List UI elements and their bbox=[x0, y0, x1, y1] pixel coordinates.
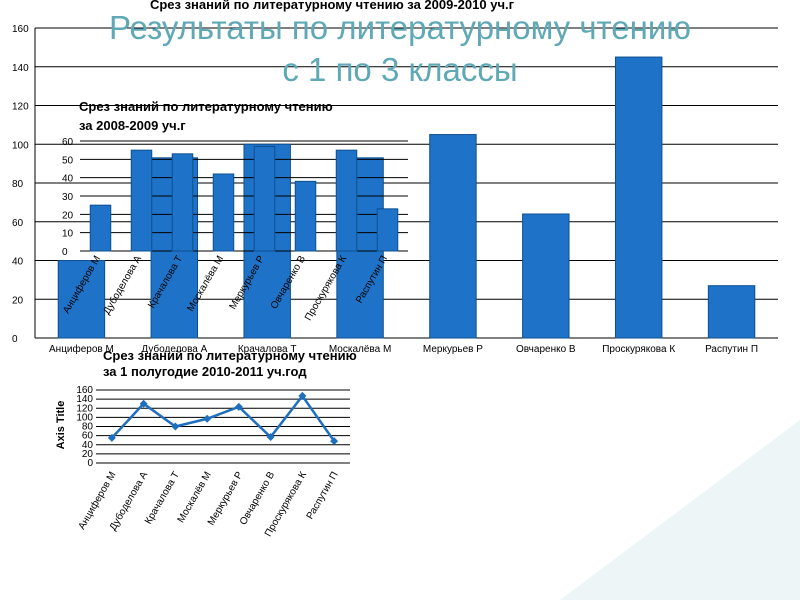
inset-bar bbox=[253, 146, 276, 252]
inset-bar bbox=[376, 208, 399, 252]
inset-chart-title-line2: за 2008-2009 уч.г bbox=[79, 118, 186, 133]
main-y-tick-label: 160 bbox=[12, 24, 29, 35]
line-point bbox=[234, 402, 243, 411]
main-y-tick-label: 120 bbox=[12, 102, 29, 113]
line-x-tick-label: Распутин П bbox=[305, 470, 341, 521]
main-x-tick-label: Анциферов М bbox=[49, 343, 114, 355]
inset-y-tick-label: 50 bbox=[62, 155, 74, 166]
line-y-tick-label: 60 bbox=[82, 431, 94, 442]
main-x-tick-label: Проскурякова К bbox=[602, 344, 675, 355]
line-y-tick-label: 160 bbox=[76, 385, 93, 396]
inset-chart-bars bbox=[89, 146, 399, 252]
main-x-tick-label: Распутин П bbox=[705, 344, 758, 355]
slide-title-line1: Результаты по литературному чтению bbox=[108, 9, 692, 46]
inset-bar bbox=[171, 153, 194, 252]
line-chart-y-axis-title: Axis Title bbox=[55, 401, 67, 450]
main-x-tick-label: Дубоделова А bbox=[141, 343, 207, 355]
line-point bbox=[171, 422, 180, 431]
line-y-tick-label: 80 bbox=[82, 422, 94, 433]
line-chart-series bbox=[107, 391, 339, 446]
inset-y-tick-label: 30 bbox=[62, 192, 74, 203]
main-bar bbox=[57, 260, 106, 339]
main-y-tick-label: 80 bbox=[12, 179, 24, 190]
line-y-tick-label: 20 bbox=[82, 449, 94, 460]
line-point bbox=[107, 433, 116, 442]
inset-y-tick-label: 40 bbox=[62, 174, 74, 185]
main-bar bbox=[429, 134, 477, 339]
main-x-tick-label: Москалёва М bbox=[329, 344, 391, 355]
background-decoration bbox=[560, 420, 800, 600]
line-point bbox=[266, 432, 275, 441]
main-x-tick-label: Меркурьев Р bbox=[423, 344, 483, 355]
inset-y-tick-label: 0 bbox=[62, 247, 68, 258]
inset-bar bbox=[130, 149, 153, 252]
line-y-tick-label: 140 bbox=[76, 394, 93, 405]
main-bar bbox=[707, 285, 756, 339]
main-chart-title: Срез знаний по литературному чтению за 2… bbox=[150, 0, 515, 12]
inset-chart-y-axis: 0 10 20 30 40 50 60 bbox=[62, 137, 74, 258]
main-bar bbox=[522, 213, 570, 339]
inset-bar bbox=[294, 180, 317, 252]
main-y-tick-label: 40 bbox=[12, 257, 24, 268]
main-y-tick-label: 20 bbox=[12, 295, 24, 306]
inset-chart-title-line1: Срез знаний по литературному чтению bbox=[79, 99, 333, 114]
line-chart-title-line1: Срез знаний по литературному чтению bbox=[103, 348, 357, 363]
slide-title-line2: с 1 по 3 классы bbox=[282, 51, 518, 88]
line-y-tick-label: 100 bbox=[76, 412, 93, 423]
inset-y-tick-label: 60 bbox=[62, 137, 74, 148]
main-y-tick-label: 140 bbox=[12, 63, 29, 74]
main-y-tick-label: 60 bbox=[12, 218, 24, 229]
line-point bbox=[139, 399, 148, 408]
line-y-tick-label: 120 bbox=[76, 403, 93, 414]
main-y-tick-label: 0 bbox=[12, 334, 18, 345]
main-x-tick-label: Крачалова Т bbox=[238, 344, 297, 355]
line-chart-grid bbox=[96, 389, 350, 464]
main-bar bbox=[614, 56, 663, 339]
main-x-tick-label: Овчаренко В bbox=[516, 344, 576, 355]
line-y-tick-label: 40 bbox=[82, 440, 94, 451]
line-point bbox=[298, 391, 307, 400]
inset-bar bbox=[212, 173, 235, 252]
inset-bar bbox=[335, 149, 358, 252]
main-y-tick-label: 100 bbox=[12, 140, 29, 151]
inset-y-tick-label: 20 bbox=[62, 210, 74, 221]
line-chart-title-line2: за 1 полугодие 2010-2011 уч.год bbox=[103, 364, 307, 379]
inset-bar bbox=[89, 204, 112, 252]
main-chart-x-axis: Анциферов М Дубоделова А Крачалова Т Москал… bbox=[49, 343, 758, 355]
line-series-path bbox=[110, 393, 336, 442]
line-point bbox=[203, 414, 212, 423]
line-y-tick-label: 0 bbox=[87, 458, 93, 469]
main-chart-y-axis: 0 20 40 60 80 100 120 140 160 bbox=[12, 24, 29, 345]
inset-y-tick-label: 10 bbox=[62, 229, 74, 240]
line-point bbox=[330, 437, 339, 446]
